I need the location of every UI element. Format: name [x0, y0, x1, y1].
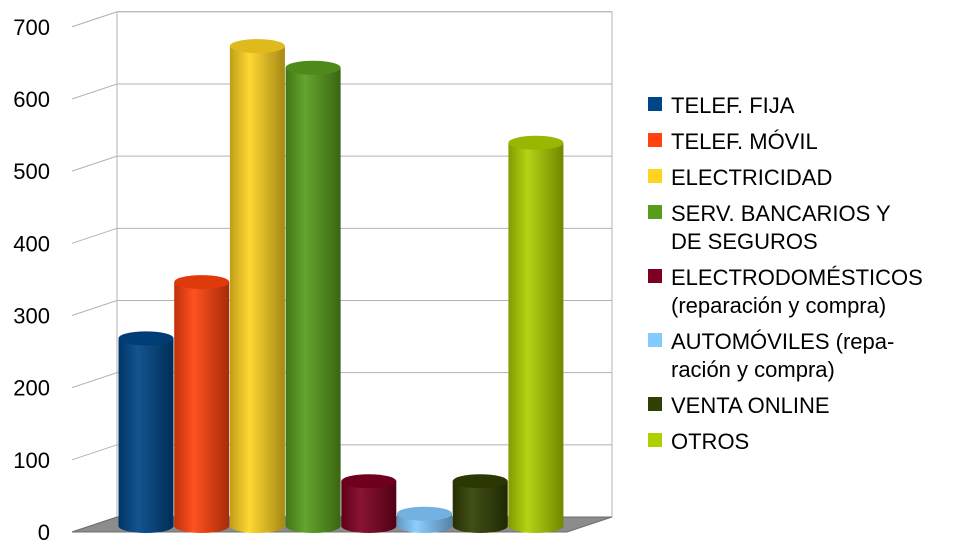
legend-swatch [648, 333, 662, 347]
legend-label: SERV. BANCARIOS Y DE SEGUROS [671, 201, 891, 254]
legend-swatch [648, 133, 662, 147]
bar-top [229, 39, 285, 54]
bar-body [229, 46, 285, 534]
y-tick-label: 300 [13, 303, 50, 328]
side-wall [71, 11, 118, 533]
legend-item: TELEF. MÓVIL [648, 128, 970, 156]
gridline-side [71, 83, 118, 100]
y-tick-label: 100 [13, 448, 50, 473]
y-tick-label: 500 [13, 159, 50, 184]
legend-label: ELECTRICIDAD [671, 165, 833, 190]
bar [174, 275, 230, 533]
legend-label: TELEF. FIJA [671, 93, 795, 118]
chart-plot: 0 100 200 300 400 500 600 700 [13, 11, 613, 545]
bar-body [118, 338, 174, 533]
y-tick-label: 0 [38, 520, 50, 545]
legend-swatch [648, 433, 662, 447]
legend-swatch [648, 269, 662, 283]
y-tick-label: 400 [13, 231, 50, 256]
legend-item: ELECTRODOMÉSTICOS (reparación y compra) [648, 264, 970, 320]
bar-top [397, 506, 452, 521]
bar-body [508, 142, 564, 534]
bar-top [452, 474, 508, 489]
bar [397, 506, 452, 533]
bar [508, 135, 564, 534]
bar [285, 60, 341, 534]
legend-item: AUTOMÓVILES (repa- ración y compra) [648, 328, 970, 384]
legend-label: TELEF. MÓVIL [671, 129, 818, 154]
bar-body [341, 481, 397, 533]
bar [452, 474, 508, 533]
legend-swatch [648, 97, 662, 111]
legend-swatch [648, 169, 662, 183]
gridline-side [71, 372, 118, 389]
bar-top [174, 275, 230, 290]
gridline-side [71, 444, 118, 461]
bar-top [285, 60, 341, 75]
legend-item: TELEF. FIJA [648, 92, 970, 120]
legend-swatch [648, 397, 662, 411]
bar-body [285, 67, 341, 534]
legend-label: AUTOMÓVILES (repa- ración y compra) [671, 329, 895, 382]
bar-top [508, 135, 564, 150]
legend-item: VENTA ONLINE [648, 392, 970, 420]
bars [118, 39, 564, 534]
y-axis-ticks: 0 100 200 300 400 500 600 700 [13, 15, 50, 545]
gridline-side [71, 227, 118, 244]
legend-item: ELECTRICIDAD [648, 164, 970, 192]
y-tick-label: 600 [13, 87, 50, 112]
bar [229, 39, 285, 534]
legend-item: OTROS [648, 428, 970, 456]
gridline-side [71, 155, 118, 172]
bar-top [341, 474, 397, 489]
bar-body [174, 282, 230, 533]
bar-top [118, 331, 174, 346]
bar-body [452, 481, 508, 533]
legend-label: VENTA ONLINE [671, 393, 830, 418]
bar [118, 331, 174, 533]
gridline-side [71, 300, 118, 316]
bar [341, 474, 397, 533]
legend-swatch [648, 205, 662, 219]
y-tick-label: 700 [13, 15, 50, 40]
legend-label: ELECTRODOMÉSTICOS (reparación y compra) [671, 265, 923, 318]
legend-item: SERV. BANCARIOS Y DE SEGUROS [648, 200, 970, 256]
legend: TELEF. FIJA TELEF. MÓVIL ELECTRICIDAD SERV.… [648, 92, 970, 464]
legend-label: OTROS [671, 429, 750, 454]
gridline-side [71, 11, 118, 28]
y-tick-label: 200 [13, 376, 50, 401]
